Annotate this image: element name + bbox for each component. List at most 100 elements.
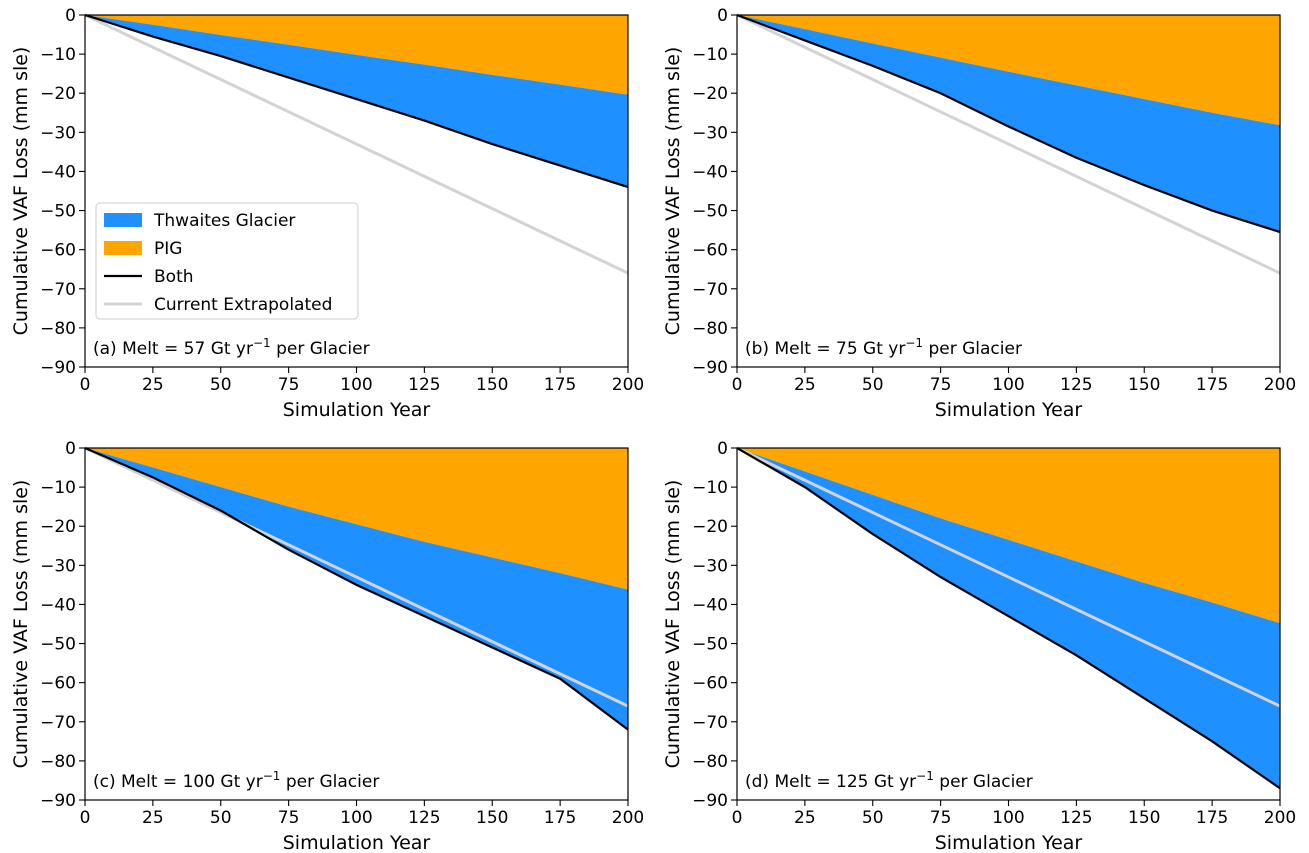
y-tick-label: −50 — [692, 635, 728, 655]
x-axis-label: Simulation Year — [935, 832, 1083, 853]
x-tick-label: 100 — [992, 808, 1024, 828]
panel-annotation: (d) Melt = 125 Gt yr−1 per Glacier — [745, 769, 1033, 792]
x-tick-label: 150 — [1128, 375, 1160, 395]
y-tick-label: −60 — [692, 674, 728, 694]
y-tick-label: −30 — [40, 556, 76, 576]
x-tick-label: 200 — [1264, 375, 1296, 395]
both-line — [84, 13, 629, 189]
y-axis-label: Cumulative VAF Loss (mm sle) — [662, 480, 684, 769]
x-tick-label: 75 — [278, 375, 300, 395]
x-tick-label: 200 — [612, 375, 644, 395]
x-tick-label: 100 — [340, 808, 372, 828]
y-tick-label: −10 — [40, 45, 76, 65]
annotation-suffix: per Glacier — [271, 339, 370, 359]
annotation-suffix: per Glacier — [934, 772, 1033, 792]
annotation-suffix: per Glacier — [923, 339, 1022, 359]
x-axis-label: Simulation Year — [935, 399, 1083, 421]
y-tick-label: 0 — [717, 6, 728, 26]
x-tick-label: 125 — [408, 375, 440, 395]
panel-a: 0 25 50 75 100 125 150 175 200 0 −10 −20 −30 −40 −50 −6… — [10, 6, 644, 421]
x-tick-label: 200 — [1264, 808, 1296, 828]
x-tick-label: 75 — [930, 375, 952, 395]
y-tick-label: −70 — [692, 280, 728, 300]
legend-swatch-thwaites — [104, 213, 142, 227]
annotation-superscript: −1 — [253, 336, 271, 350]
annotation-superscript: −1 — [916, 769, 934, 783]
y-tick-label: −60 — [40, 674, 76, 694]
y-tick-label: −70 — [692, 713, 728, 733]
y-tick-label: −50 — [692, 202, 728, 222]
y-tick-label: −40 — [692, 162, 728, 182]
x-tick-label: 0 — [732, 375, 743, 395]
thwaites-area — [85, 448, 628, 730]
x-tick-label: 175 — [1196, 808, 1228, 828]
x-tick-label: 175 — [1196, 375, 1228, 395]
y-tick-label: −90 — [692, 791, 728, 811]
x-tick-label: 75 — [278, 808, 300, 828]
x-axis-label: Simulation Year — [283, 832, 431, 853]
x-tick-label: 200 — [612, 808, 644, 828]
y-tick-label: −20 — [692, 517, 728, 537]
extrapolated-line — [736, 446, 1281, 708]
x-tick-label: 50 — [862, 808, 884, 828]
legend-swatch-pig — [104, 241, 142, 255]
y-tick-label: −80 — [692, 752, 728, 772]
y-tick-label: −20 — [40, 517, 76, 537]
annotation-superscript: −1 — [263, 769, 281, 783]
y-tick-label: −40 — [692, 595, 728, 615]
x-tick-label: 150 — [476, 375, 508, 395]
annotation-prefix: (a) Melt = 57 Gt yr — [93, 339, 253, 359]
x-tick-label: 25 — [142, 808, 164, 828]
x-tick-label: 100 — [340, 375, 372, 395]
annotation-prefix: (d) Melt = 125 Gt yr — [745, 772, 916, 792]
y-tick-label: −40 — [40, 595, 76, 615]
pig-area — [737, 15, 1280, 126]
y-tick-label: −50 — [40, 202, 76, 222]
panel-annotation: (c) Melt = 100 Gt yr−1 per Glacier — [93, 769, 379, 792]
y-tick-label: −80 — [692, 319, 728, 339]
y-tick-label: −80 — [40, 319, 76, 339]
legend-label-extrapolated: Current Extrapolated — [154, 295, 332, 315]
y-axis-label: Cumulative VAF Loss (mm sle) — [662, 47, 684, 336]
y-tick-label: −10 — [692, 478, 728, 498]
legend-label-both: Both — [154, 267, 194, 287]
x-tick-label: 50 — [862, 375, 884, 395]
legend-box — [95, 202, 359, 320]
y-tick-label: −20 — [40, 84, 76, 104]
x-tick-label: 125 — [1060, 808, 1092, 828]
x-tick-label: 0 — [732, 808, 743, 828]
panel-b: 0 25 50 75 100 125 150 175 200 0 −10 −20 −30 −40 −50 −6… — [662, 6, 1296, 421]
x-tick-label: 175 — [544, 375, 576, 395]
y-tick-label: −10 — [692, 45, 728, 65]
x-tick-label: 50 — [210, 375, 232, 395]
y-tick-label: −50 — [40, 635, 76, 655]
x-tick-label: 150 — [476, 808, 508, 828]
legend-label-pig: PIG — [154, 239, 182, 259]
panel-c: 0 25 50 75 100 125 150 175 200 0 −10 −20 −30 −40 −50 −6… — [10, 439, 644, 853]
y-tick-label: −30 — [692, 556, 728, 576]
thwaites-area — [737, 15, 1280, 233]
x-axis-label: Simulation Year — [283, 399, 431, 421]
y-tick-label: −70 — [40, 280, 76, 300]
pig-area — [85, 448, 628, 590]
x-tick-label: 125 — [408, 808, 440, 828]
both-line — [84, 446, 629, 731]
pig-area — [737, 448, 1280, 624]
y-tick-label: −60 — [692, 241, 728, 261]
y-axis-label: Cumulative VAF Loss (mm sle) — [10, 47, 32, 336]
y-tick-label: −70 — [40, 713, 76, 733]
panel-annotation: (a) Melt = 57 Gt yr−1 per Glacier — [93, 336, 370, 359]
x-tick-label: 25 — [794, 375, 816, 395]
x-tick-label: 175 — [544, 808, 576, 828]
extrapolated-line — [736, 13, 1281, 275]
both-line — [736, 447, 1281, 790]
y-tick-label: −40 — [40, 162, 76, 182]
y-tick-label: −80 — [40, 752, 76, 772]
annotation-prefix: (c) Melt = 100 Gt yr — [93, 772, 263, 792]
x-tick-label: 25 — [794, 808, 816, 828]
y-tick-label: −20 — [692, 84, 728, 104]
x-tick-label: 25 — [142, 375, 164, 395]
x-tick-label: 50 — [210, 808, 232, 828]
extrapolated-line — [84, 13, 629, 275]
